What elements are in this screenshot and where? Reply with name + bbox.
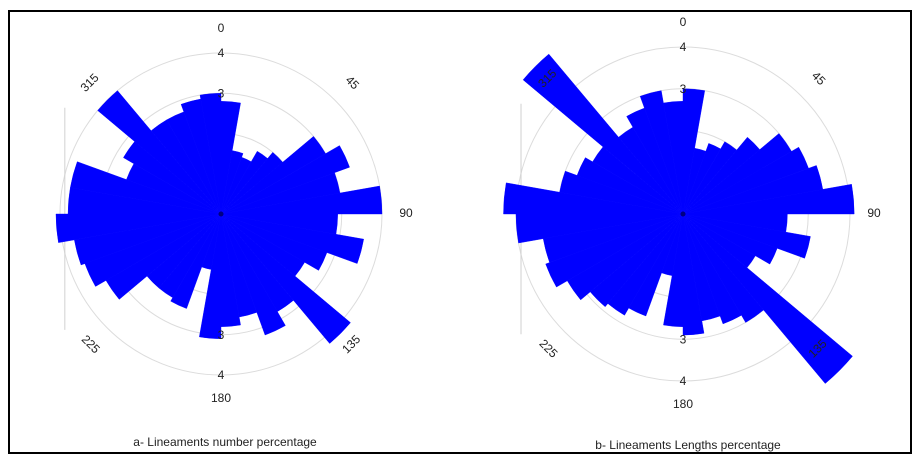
rose-petal (682, 213, 853, 384)
angle-label: 0 (680, 15, 687, 29)
rose-petal (682, 213, 764, 323)
angle-label: 180 (211, 391, 231, 405)
rose-petal (170, 213, 222, 309)
rose-petal (682, 213, 778, 265)
angle-label: 180 (673, 397, 693, 411)
rose-petal (70, 161, 222, 215)
chart-title: a- Lineaments number percentage (133, 435, 317, 449)
rose-petal (220, 145, 350, 215)
rose-petal (220, 185, 383, 215)
ring-label: 4 (680, 40, 687, 54)
rose-petal (559, 170, 684, 215)
angle-label: 225 (536, 336, 560, 360)
rose-petal (220, 213, 328, 271)
angle-label: 45 (809, 69, 829, 89)
rose-petal (682, 213, 742, 325)
ring-label: 3 (680, 82, 687, 96)
rose-petal (639, 90, 684, 215)
rose-petal (522, 53, 684, 215)
rose-petal (55, 213, 222, 243)
angle-label: 135 (339, 332, 363, 356)
rose-petal (682, 213, 811, 259)
ring-label: 3 (218, 86, 225, 100)
center-point (218, 211, 224, 217)
chart-title: b- Lineaments Lengths percentage (595, 438, 781, 452)
center-point (680, 211, 686, 217)
ring-label: 4 (680, 374, 687, 388)
rose-petal (220, 150, 244, 215)
rose-petal (682, 213, 705, 336)
rose-petal (220, 213, 364, 264)
rose-petal (682, 184, 855, 215)
rose-petal (663, 101, 684, 215)
rose-petal (97, 90, 222, 215)
rose-petal (199, 93, 222, 215)
angle-label: 45 (343, 73, 363, 93)
angle-label: 0 (218, 21, 225, 35)
rose-petal (545, 213, 684, 288)
angle-label: 225 (79, 332, 103, 356)
rose-petal (220, 213, 286, 336)
angle-label: 315 (78, 70, 102, 94)
ring-label: 4 (218, 368, 225, 382)
ring-label: 3 (680, 332, 687, 346)
rose-petal (576, 157, 684, 215)
angle-label: 90 (399, 206, 413, 220)
angle-label: 90 (867, 206, 881, 220)
ring-label: 4 (218, 46, 225, 60)
rose-petal (220, 213, 351, 344)
ring-label: 3 (218, 328, 225, 342)
